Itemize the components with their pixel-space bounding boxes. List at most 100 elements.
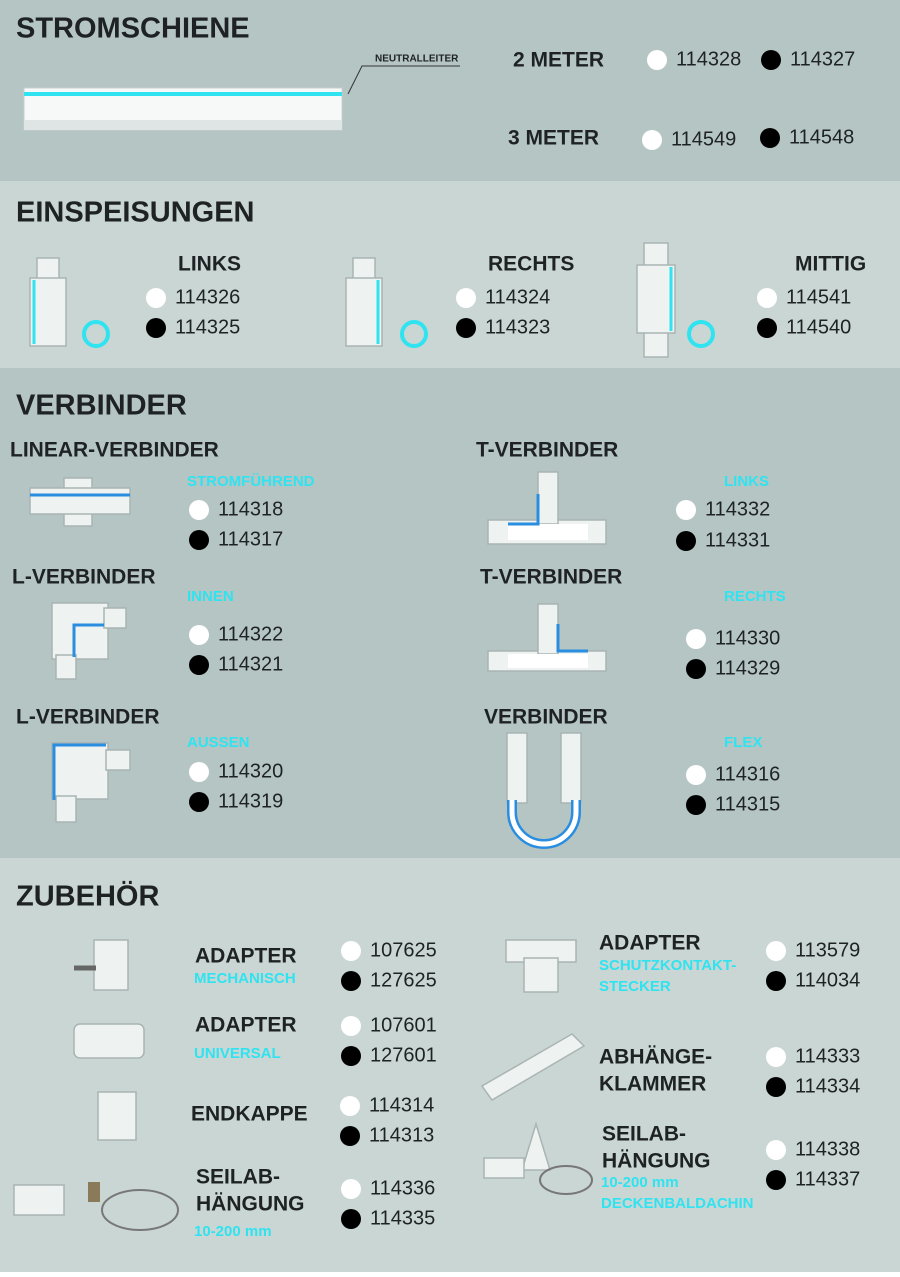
item-sublabel: 10-200 mm — [601, 1174, 679, 1191]
white-dot — [757, 288, 777, 308]
product-code: 114329 — [715, 657, 780, 679]
item-label: SEILAB- — [602, 1123, 686, 1146]
product-code: 114335 — [370, 1207, 435, 1229]
item-label: 3 METER — [508, 127, 599, 150]
product-code: 114328 — [676, 48, 741, 70]
item-sublabel: UNIVERSAL — [194, 1045, 281, 1062]
section-bg — [0, 858, 900, 1272]
product-code: 114541 — [786, 286, 851, 308]
item-sublabel: 10-200 mm — [194, 1223, 272, 1240]
white-dot — [686, 629, 706, 649]
product-code: 114338 — [795, 1138, 860, 1160]
black-dot — [766, 971, 786, 991]
item-label: MITTIG — [795, 253, 866, 276]
white-dot — [766, 1047, 786, 1067]
product-code: 114326 — [175, 286, 240, 308]
item-label: HÄNGUNG — [602, 1150, 711, 1173]
item-label: ENDKAPPE — [191, 1103, 308, 1126]
callout: NEUTRALLEITER — [375, 54, 459, 65]
product-code: 107601 — [370, 1014, 437, 1036]
product-code: 114317 — [218, 528, 283, 550]
white-dot — [647, 50, 667, 70]
white-dot — [340, 1096, 360, 1116]
item-label: 2 METER — [513, 49, 604, 72]
rail-image — [23, 65, 460, 131]
white-dot — [189, 500, 209, 520]
section-title: STROMSCHIENE — [16, 13, 250, 45]
black-dot — [757, 318, 777, 338]
item-label: ADAPTER — [195, 1014, 297, 1037]
product-code: 114034 — [795, 969, 860, 991]
black-dot — [341, 1046, 361, 1066]
product-code: 114319 — [218, 790, 283, 812]
product-code: 107625 — [370, 939, 437, 961]
item-sublabel: SCHUTZKONTAKT- — [599, 957, 736, 974]
product-code: 114549 — [671, 128, 736, 150]
item-label: VERBINDER — [484, 706, 608, 729]
product-code: 114548 — [789, 126, 854, 148]
item-label: T-VERBINDER — [476, 439, 618, 462]
product-code: 114314 — [369, 1094, 434, 1116]
black-dot — [189, 792, 209, 812]
black-dot — [761, 50, 781, 70]
product-code: 114337 — [795, 1168, 860, 1190]
section-bg — [0, 181, 900, 368]
item-sublabel: RECHTS — [724, 588, 786, 605]
white-dot — [341, 1016, 361, 1036]
black-dot — [760, 128, 780, 148]
item-label: T-VERBINDER — [480, 566, 622, 589]
product-code: 114313 — [369, 1124, 434, 1146]
black-dot — [676, 531, 696, 551]
item-sublabel: INNEN — [187, 588, 234, 605]
section-title: VERBINDER — [16, 390, 187, 422]
black-dot — [341, 1209, 361, 1229]
product-code: 114325 — [175, 316, 240, 338]
black-dot — [456, 318, 476, 338]
white-dot — [341, 941, 361, 961]
feed-images — [29, 242, 715, 358]
item-label: RECHTS — [488, 253, 574, 276]
item-sublabel: STROMFÜHREND — [187, 473, 315, 490]
black-dot — [686, 795, 706, 815]
product-code: 127601 — [370, 1044, 437, 1066]
product-code: 114324 — [485, 286, 550, 308]
white-dot — [766, 1140, 786, 1160]
product-code: 114334 — [795, 1075, 860, 1097]
black-dot — [766, 1077, 786, 1097]
white-dot — [341, 1179, 361, 1199]
product-code: 114330 — [715, 627, 780, 649]
product-code: 114315 — [715, 793, 780, 815]
black-dot — [686, 659, 706, 679]
item-label: ADAPTER — [195, 945, 297, 968]
white-dot — [189, 625, 209, 645]
item-label: KLAMMER — [599, 1073, 706, 1096]
item-label: SEILAB- — [196, 1166, 280, 1189]
black-dot — [766, 1170, 786, 1190]
white-dot — [146, 288, 166, 308]
item-label: L-VERBINDER — [12, 566, 156, 589]
connector-images — [29, 471, 607, 849]
product-code: 114331 — [705, 529, 770, 551]
white-dot — [642, 130, 662, 150]
product-code: 114318 — [218, 498, 283, 520]
item-label: ADAPTER — [599, 932, 701, 955]
item-label: ABHÄNGE- — [599, 1046, 712, 1069]
item-label: LINKS — [178, 253, 241, 276]
white-dot — [686, 765, 706, 785]
product-code: 114327 — [790, 48, 855, 70]
item-label: HÄNGUNG — [196, 1193, 305, 1216]
accessory-images — [13, 939, 593, 1231]
item-sublabel: DECKENBALDACHIN — [601, 1195, 754, 1212]
white-dot — [766, 941, 786, 961]
product-code: 114320 — [218, 760, 283, 782]
product-code: 114332 — [705, 498, 770, 520]
black-dot — [340, 1126, 360, 1146]
item-sublabel: MECHANISCH — [194, 970, 296, 987]
white-dot — [456, 288, 476, 308]
section-title: EINSPEISUNGEN — [16, 197, 255, 229]
section-bg — [0, 368, 900, 858]
item-sublabel: FLEX — [724, 734, 762, 751]
product-code: 114322 — [218, 623, 283, 645]
product-code: 114336 — [370, 1177, 435, 1199]
